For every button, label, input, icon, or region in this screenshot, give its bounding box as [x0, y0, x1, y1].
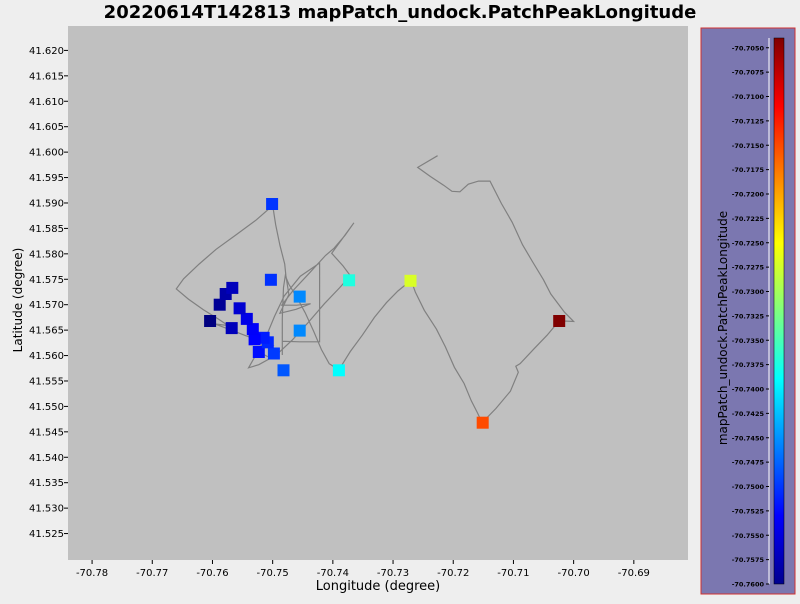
colorbar-tick-label: -70.7300: [732, 288, 765, 296]
data-marker: [240, 312, 253, 325]
x-tick-label: -70.74: [317, 568, 349, 579]
colorbar-tick-label: -70.7600: [732, 581, 765, 589]
data-marker: [225, 322, 238, 335]
data-marker: [226, 281, 239, 294]
data-markers: [204, 198, 566, 429]
y-axis-ticks: 41.525 41.530 41.535 41.540 41.545 41.550 41.5…: [29, 46, 68, 540]
y-tick-label: 41.570: [29, 300, 64, 311]
y-tick-label: 41.540: [29, 453, 64, 464]
x-axis-ticks: -70.78 -70.77 -70.76 -70.75 -70.74 -70.73 -70.…: [76, 560, 650, 579]
colorbar-tick-label: -70.7275: [732, 264, 765, 272]
y-tick-label: 41.585: [29, 224, 64, 235]
colorbar-tick-label: -70.7500: [732, 483, 765, 491]
data-marker: [293, 324, 306, 337]
y-tick-label: 41.565: [29, 326, 64, 337]
x-tick-label: -70.77: [136, 568, 168, 579]
plot-area: [68, 26, 688, 560]
colorbar-tick-label: -70.7550: [732, 532, 765, 540]
colorbar-tick-label: -70.7125: [732, 117, 765, 125]
y-tick-label: 41.595: [29, 173, 64, 184]
x-tick-label: -70.75: [257, 568, 289, 579]
colorbar-gradient: [773, 37, 785, 585]
colorbar-tick-label: -70.7425: [732, 410, 765, 418]
data-marker: [476, 416, 489, 429]
x-tick-label: -70.73: [377, 568, 409, 579]
y-tick-label: 41.610: [29, 97, 64, 108]
y-tick-label: 41.550: [29, 402, 64, 413]
y-tick-label: 41.605: [29, 122, 64, 133]
data-marker: [293, 290, 306, 303]
data-marker: [252, 346, 265, 358]
data-marker: [264, 273, 277, 286]
x-tick-label: -70.72: [437, 568, 469, 579]
y-tick-label: 41.590: [29, 198, 64, 209]
data-marker: [266, 198, 279, 210]
data-marker: [404, 274, 417, 287]
data-marker: [213, 298, 226, 311]
colorbar-tick-label: -70.7375: [732, 361, 765, 369]
data-marker: [277, 364, 290, 377]
data-marker: [343, 274, 356, 287]
x-axis-label: Longitude (degree): [316, 579, 441, 594]
data-marker: [204, 315, 217, 327]
y-tick-label: 41.620: [29, 46, 64, 57]
data-marker: [332, 364, 345, 377]
data-marker: [246, 323, 259, 336]
colorbar-tick-label: -70.7175: [732, 166, 765, 174]
x-tick-label: -70.69: [618, 568, 650, 579]
data-marker: [553, 315, 566, 327]
x-tick-label: -70.78: [76, 568, 108, 579]
chart-title: 20220614T142813 mapPatch_undock.PatchPea…: [104, 2, 697, 23]
data-marker: [267, 347, 280, 360]
data-marker: [248, 333, 261, 346]
data-marker: [233, 302, 246, 315]
colorbar-tick-label: -70.7350: [732, 337, 765, 345]
colorbar-tick-label: -70.7100: [732, 93, 765, 101]
colorbar-tick-label: -70.7475: [732, 459, 765, 467]
y-tick-label: 41.560: [29, 351, 64, 362]
colorbar-tick-label: -70.7225: [732, 215, 765, 223]
y-tick-label: 41.555: [29, 376, 64, 387]
y-tick-label: 41.545: [29, 427, 64, 438]
y-tick-label: 41.530: [29, 504, 64, 515]
colorbar-tick-label: -70.7400: [732, 386, 765, 394]
y-tick-label: 41.575: [29, 275, 64, 286]
colorbar-tick-label: -70.7325: [732, 312, 765, 320]
colorbar-tick-label: -70.7575: [732, 556, 765, 564]
colorbar-tick-label: -70.7150: [732, 142, 765, 150]
x-tick-label: -70.70: [558, 568, 590, 579]
y-tick-label: 41.525: [29, 529, 64, 540]
colorbar-tick-label: -70.7075: [732, 69, 765, 77]
x-tick-label: -70.76: [196, 568, 228, 579]
x-tick-label: -70.71: [497, 568, 529, 579]
y-tick-label: 41.600: [29, 148, 64, 159]
colorbar-tick-label: -70.7450: [732, 434, 765, 442]
y-tick-label: 41.535: [29, 478, 64, 489]
colorbar-label: mapPatch_undock.PatchPeakLongitude: [716, 211, 730, 445]
colorbar-tick-label: -70.7050: [732, 44, 765, 52]
colorbar-ticks: -70.7600 -70.7575 -70.7550 -70.7525 -70.7500…: [732, 44, 769, 589]
colorbar-tick-label: -70.7250: [732, 239, 765, 247]
y-tick-label: 41.615: [29, 71, 64, 82]
y-tick-label: 41.580: [29, 249, 64, 260]
colorbar-tick-label: -70.7200: [732, 191, 765, 199]
y-axis-label: Latitude (degree): [11, 248, 25, 353]
colorbar-tick-label: -70.7525: [732, 507, 765, 515]
